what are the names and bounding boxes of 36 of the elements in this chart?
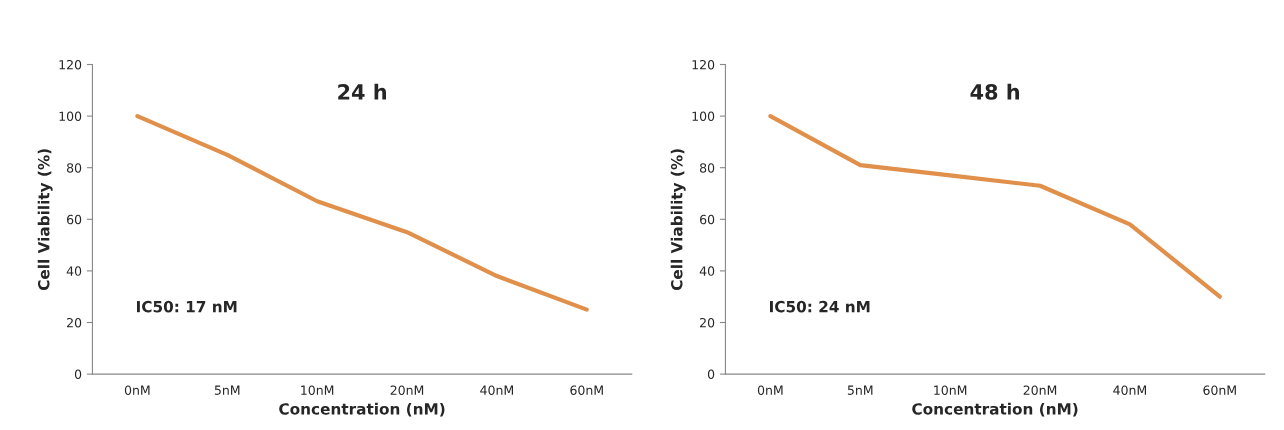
y-tick-label: 40 [699,266,715,276]
x-tick-label: 40nM [1113,385,1147,395]
y-tick-label: 100 [692,111,715,122]
annotation: IC50: 24 nM [770,300,870,313]
y-tick-label: 80 [699,163,715,173]
x-tick-label: 5nM [214,385,240,395]
y-tick-label: 0 [74,369,82,380]
y-tick-label: 120 [692,59,715,70]
annotation: IC50: 17 nM [136,300,237,313]
y-tick-label: 0 [707,369,715,380]
x-axis-title: Concentration (nM) [279,402,445,417]
text: 24 h [338,83,386,100]
y-tick-label: 80 [66,163,82,173]
y-tick-label: 20 [67,317,82,328]
x-axis-title: Concentration (nM) [912,402,1078,417]
x-tick-label: 20nM [1023,385,1057,395]
y-tick-label: 60 [700,214,715,225]
x-tick-label: 60nM [570,385,603,395]
y-axis-title: Cell Viability (%) [37,149,53,291]
x-tick-label: 5nM [847,385,873,395]
x-tick-label: 10nM [934,385,967,395]
y-tick-label: 120 [59,59,82,70]
x-tick-label: 60nM [1203,385,1236,395]
y-tick-label: 20 [700,317,715,328]
y-tick-label: 60 [67,214,82,225]
line-series [768,114,1222,299]
text: 48 h [970,83,1020,100]
x-tick-label: 10nM [301,385,334,395]
x-tick-label: 0nM [757,385,783,395]
y-tick-label: 100 [59,111,82,122]
x-tick-label: 40nM [480,385,513,395]
x-tick-label: 0nM [124,385,150,395]
x-tick-label: 20nM [390,385,424,395]
line-series [135,114,589,312]
y-tick-label: 40 [66,266,82,276]
y-axis-title: Cell Viability (%) [670,149,686,291]
